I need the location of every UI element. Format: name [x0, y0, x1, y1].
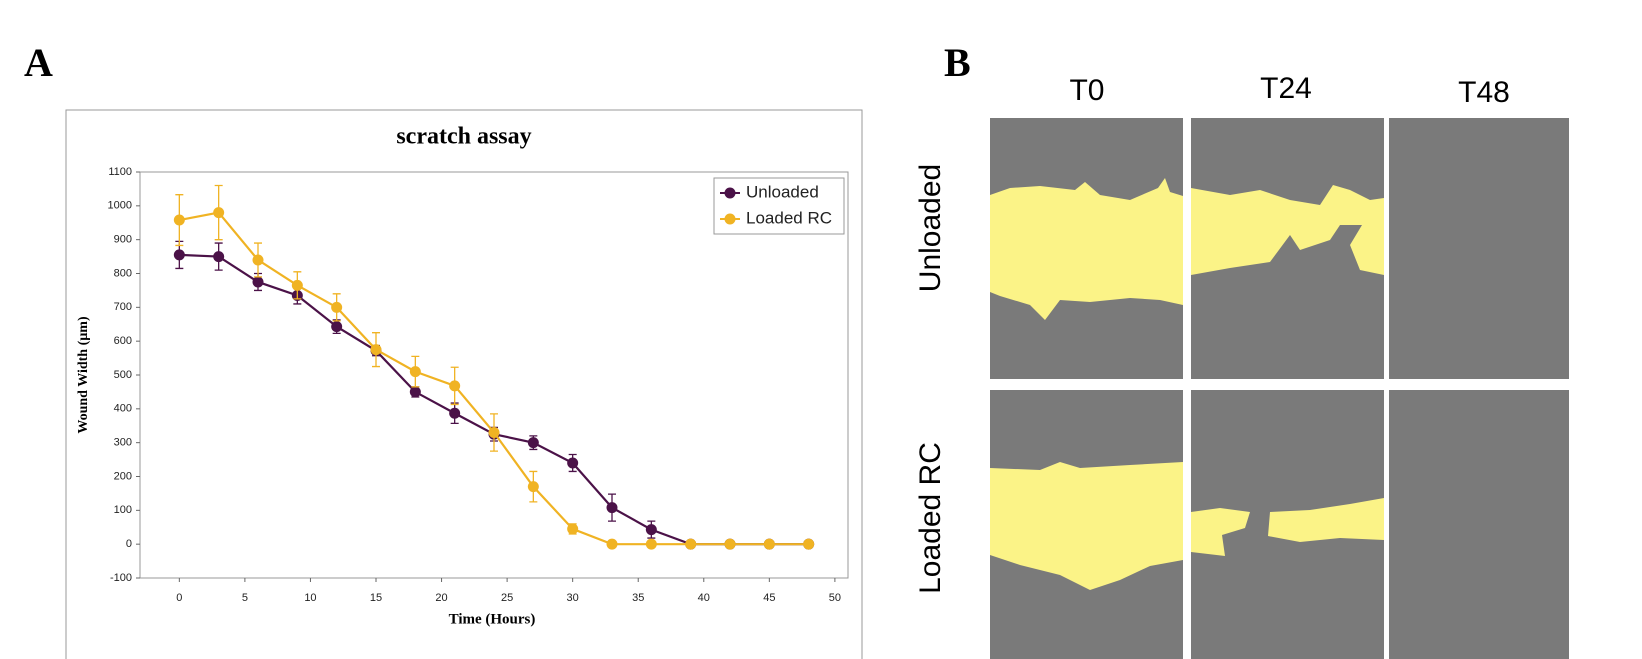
marker	[213, 207, 225, 219]
marker	[409, 366, 421, 378]
marker	[331, 321, 343, 333]
y-tick-label: 600	[114, 335, 132, 347]
image	[1389, 390, 1569, 659]
series	[173, 184, 815, 550]
marker	[370, 344, 382, 356]
x-tick-label: 30	[567, 592, 579, 604]
y-tick-label: 200	[114, 470, 132, 482]
marker	[173, 249, 185, 261]
y-tick-label: 500	[114, 369, 132, 381]
x-tick-label: 35	[632, 592, 644, 604]
marker	[606, 538, 618, 550]
marker	[606, 502, 618, 514]
marker	[488, 427, 500, 439]
image-grid	[990, 118, 1569, 659]
panel-label: A	[24, 40, 53, 85]
marker	[527, 437, 539, 449]
chart-title: scratch assay	[396, 124, 531, 150]
x-tick-label: 50	[829, 592, 841, 604]
column-label: T48	[1458, 76, 1510, 109]
wound	[990, 462, 1183, 590]
image	[1389, 118, 1569, 379]
y-tick-label: 300	[114, 437, 132, 449]
marker	[252, 254, 264, 266]
marker	[173, 214, 185, 226]
marker	[567, 457, 579, 469]
marker	[291, 279, 303, 291]
row-label: Loaded RC	[914, 442, 947, 594]
marker	[645, 538, 657, 550]
y-tick-label: 800	[114, 267, 132, 279]
y-tick-label: 1100	[108, 166, 132, 178]
marker	[685, 538, 697, 550]
y-tick-label: -100	[110, 572, 132, 584]
x-tick-label: 10	[304, 592, 316, 604]
marker	[449, 407, 461, 419]
y-tick-label: 100	[114, 504, 132, 516]
marker	[449, 380, 461, 392]
x-tick-label: 25	[501, 592, 513, 604]
marker	[567, 523, 579, 535]
marker	[645, 524, 657, 536]
marker	[409, 386, 421, 398]
marker	[763, 538, 775, 550]
marker	[213, 251, 225, 263]
x-tick-label: 0	[176, 592, 182, 604]
x-tick-label: 20	[435, 592, 447, 604]
wound	[1191, 498, 1384, 556]
x-tick-label: 5	[242, 592, 248, 604]
legend-marker	[724, 187, 736, 199]
x-tick-label: 15	[370, 592, 382, 604]
marker	[252, 276, 264, 288]
x-axis-label: Time (Hours)	[449, 611, 536, 627]
marker	[527, 481, 539, 493]
legend-label: Loaded RC	[746, 208, 832, 227]
legend-marker	[724, 213, 736, 225]
marker	[331, 301, 343, 313]
x-tick-label: 40	[698, 592, 710, 604]
y-axis-label: Wound Width (µm)	[76, 316, 91, 434]
legend	[713, 177, 845, 235]
legend-label: Unloaded	[746, 182, 819, 201]
y-tick-label: 900	[114, 234, 132, 246]
x-tick-label: 45	[763, 592, 775, 604]
y-tick-label: 1000	[108, 200, 132, 212]
wound	[1191, 185, 1384, 275]
wound	[990, 178, 1183, 320]
panel-label: B	[944, 40, 971, 85]
marker	[803, 538, 815, 550]
y-tick-label: 0	[126, 538, 132, 550]
y-tick-label: 700	[114, 301, 132, 313]
marker	[724, 538, 736, 550]
column-label: T24	[1260, 72, 1312, 105]
row-label: Unloaded	[914, 164, 947, 292]
column-label: T0	[1069, 74, 1104, 107]
y-tick-label: 400	[114, 403, 132, 415]
